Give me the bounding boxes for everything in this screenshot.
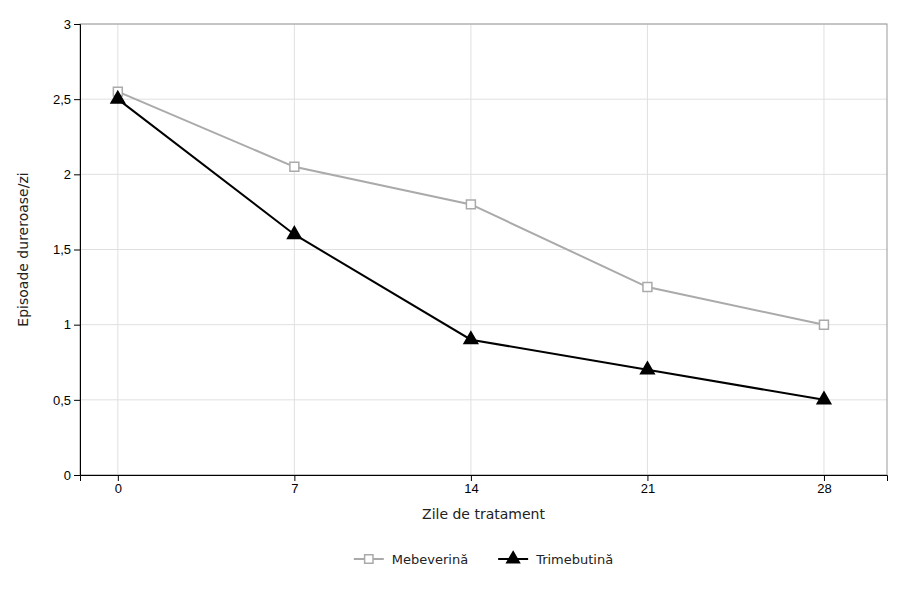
point	[817, 392, 831, 404]
y-grid-line	[80, 324, 887, 325]
plot-frame	[80, 24, 887, 475]
x-tick-mark	[647, 475, 648, 481]
legend-swatch-marker	[507, 552, 520, 563]
marks	[111, 87, 831, 404]
y-tick: 0,5	[53, 392, 80, 407]
y-tick-mark	[74, 250, 80, 251]
x-tick-mark	[294, 475, 295, 481]
y-tick-mark	[74, 24, 80, 25]
y-tick-label: 0,5	[53, 392, 71, 407]
y-grid-line	[80, 249, 887, 250]
x-tick: 0	[115, 475, 122, 496]
x-grid-line	[294, 24, 295, 475]
x-grid-line	[647, 24, 648, 475]
y-grid-line	[80, 174, 887, 175]
legend-item: Trimebutină	[498, 552, 613, 567]
y-grid-line	[80, 399, 887, 400]
legend: Mebeverină Trimebutină	[354, 552, 613, 567]
x-tick: 14	[464, 475, 478, 496]
point	[466, 200, 475, 209]
y-tick: 2,5	[53, 92, 80, 107]
point	[290, 162, 299, 171]
plot: 0 7 14 21 28 0 0,5 1 1,5 2 2,5 3 Zile de tratament Ep…	[15, 17, 888, 522]
y-tick-mark	[74, 325, 80, 326]
x-tick-mark	[471, 475, 472, 481]
y-axis: 0 0,5 1 1,5 2 2,5 3	[53, 17, 81, 483]
series-line	[118, 99, 824, 400]
x-tick-label: 7	[291, 481, 298, 496]
y-axis-title: Episoade dureroase/zi	[15, 172, 31, 326]
x-tick-mark	[118, 475, 119, 481]
x-grid-line	[823, 24, 824, 475]
point	[641, 362, 655, 374]
y-tick-label: 2,5	[53, 92, 71, 107]
legend-item: Mebeverină	[354, 552, 468, 567]
legend-label: Trimebutină	[535, 552, 613, 567]
y-tick-mark	[74, 400, 80, 401]
y-tick-label: 3	[64, 17, 71, 32]
x-tick: 28	[817, 475, 831, 496]
x-tick-label: 28	[817, 481, 831, 496]
y-tick-label: 0	[64, 468, 71, 483]
series-line	[118, 92, 824, 325]
series	[111, 91, 831, 403]
x-grid-line	[470, 24, 471, 475]
y-tick-mark	[74, 174, 80, 175]
y-tick: 3	[64, 17, 80, 32]
grid	[80, 24, 887, 475]
x-tick-mark	[824, 475, 825, 481]
y-axis-line	[74, 25, 81, 476]
legend-swatch-marker	[365, 555, 373, 563]
point	[643, 283, 652, 292]
y-tick-mark	[74, 99, 80, 100]
y-tick-mark	[74, 475, 80, 476]
x-tick-label: 21	[641, 481, 655, 496]
point	[288, 227, 302, 239]
x-tick-label: 0	[115, 481, 122, 496]
y-grid-line	[80, 99, 887, 100]
y-tick: 2	[64, 167, 80, 182]
x-axis-title: Zile de tratament	[422, 506, 545, 522]
x-tick: 7	[291, 475, 298, 496]
point	[464, 332, 478, 344]
y-tick-label: 2	[64, 167, 71, 182]
x-axis-line	[81, 476, 888, 482]
x-tick-label: 14	[464, 481, 478, 496]
x-tick: 21	[641, 475, 655, 496]
y-tick: 0	[64, 468, 80, 483]
legend-label: Mebeverină	[392, 552, 468, 567]
y-tick: 1,5	[53, 242, 80, 257]
y-tick: 1	[64, 317, 80, 332]
chart: 0 7 14 21 28 0 0,5 1 1,5 2 2,5 3 Zile de tratament Ep…	[0, 0, 917, 595]
y-tick-label: 1	[64, 317, 71, 332]
point	[819, 320, 828, 329]
y-tick-label: 1,5	[53, 242, 71, 257]
series	[113, 87, 828, 329]
x-axis: 0 7 14 21 28	[81, 475, 888, 496]
point	[111, 91, 125, 103]
